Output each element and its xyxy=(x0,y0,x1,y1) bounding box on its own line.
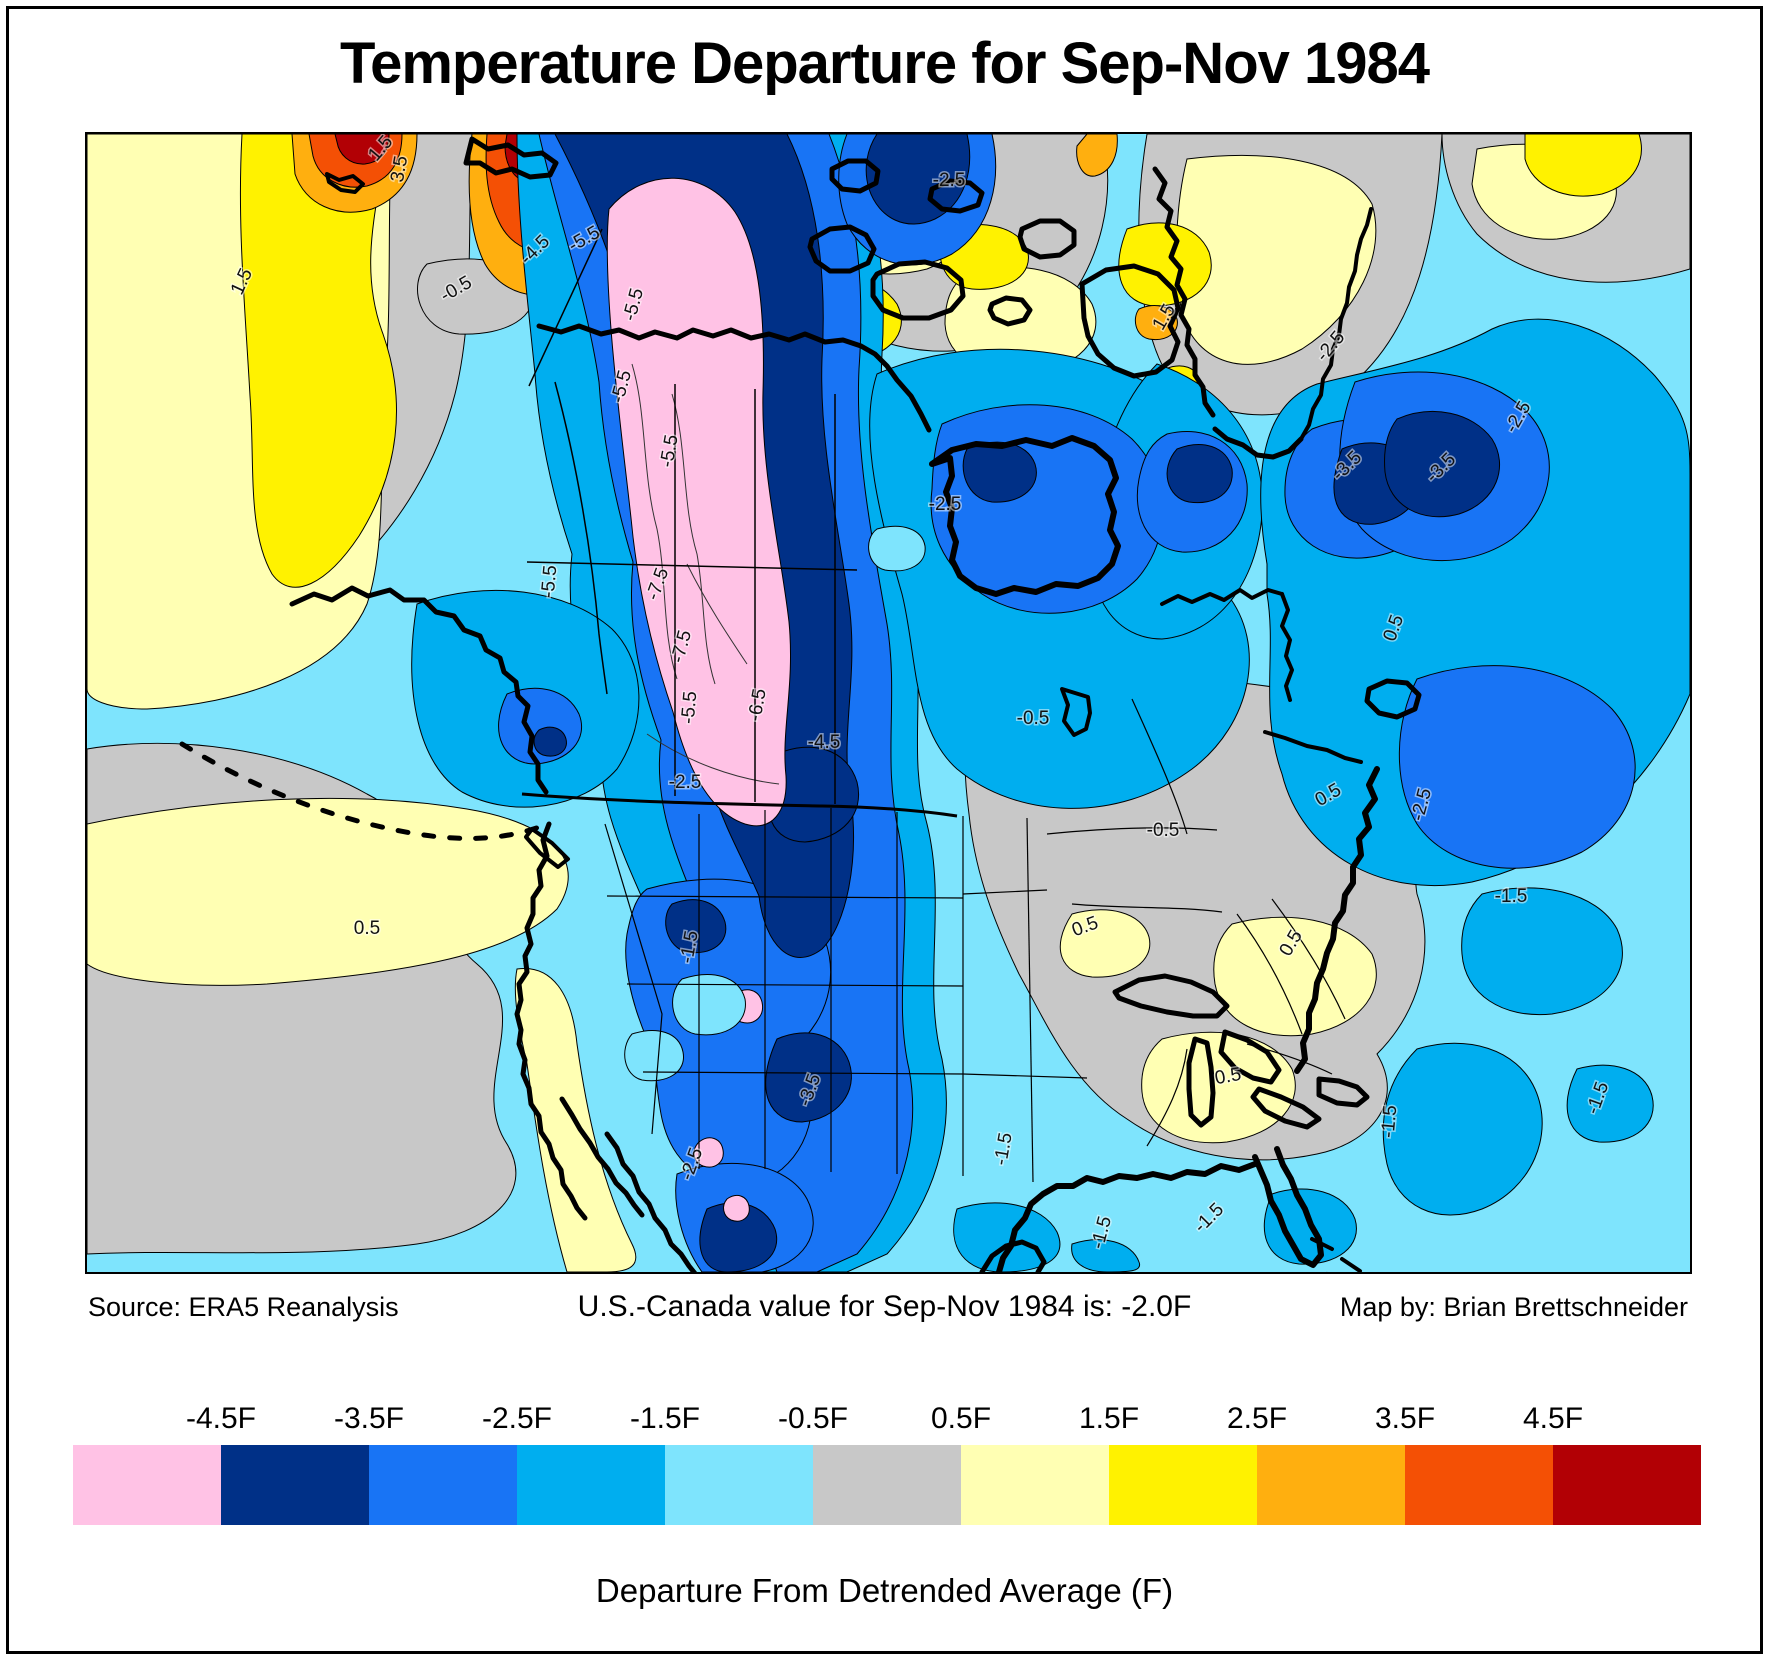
contour-label: -4.5 xyxy=(808,732,841,753)
colorbar-swatch xyxy=(369,1445,517,1525)
colorbar-swatch xyxy=(517,1445,665,1525)
contour-label: 0.5 xyxy=(1213,1064,1243,1089)
inner-contour-lines xyxy=(631,363,780,785)
colorbar-swatch xyxy=(665,1445,813,1525)
colorbar-tick-label: 3.5F xyxy=(1374,1402,1436,1435)
contour-label: 0.5 xyxy=(354,918,380,939)
colorbar-swatch xyxy=(1257,1445,1405,1525)
contour-label: -2.5 xyxy=(933,170,966,191)
value-text: U.S.-Canada value for Sep-Nov 1984 is: -… xyxy=(577,1290,1192,1323)
pink-regions xyxy=(606,177,791,1222)
credit-text: Map by: Brian Brettschneider xyxy=(1339,1292,1688,1322)
colorbar-swatch xyxy=(1109,1445,1257,1525)
colorbar xyxy=(73,1445,1701,1525)
contour-label: -5.5 xyxy=(678,690,702,724)
contour-label: -1.5 xyxy=(1378,1104,1402,1138)
lightcyan-patches xyxy=(624,525,926,1082)
colorbar-swatch xyxy=(813,1445,961,1525)
colorbar-swatch xyxy=(73,1445,221,1525)
colorbar-swatch xyxy=(221,1445,369,1525)
contour-label: -0.5 xyxy=(1147,820,1180,841)
borders xyxy=(521,228,1346,1183)
colorbar-tick-label: -1.5F xyxy=(629,1402,701,1435)
colorbar-tick-labels: -4.5F -3.5F -2.5F -1.5F -0.5F 0.5F 1.5F 2.5F 3.5… xyxy=(73,1402,1701,1442)
colorbar-tick-label: 1.5F xyxy=(1078,1402,1140,1435)
contour-label: -1.5 xyxy=(1087,1214,1116,1251)
colorbar-tick-label: 0.5F xyxy=(930,1402,992,1435)
colorbar-swatch xyxy=(961,1445,1109,1525)
colorbar-tick-label: 2.5F xyxy=(1226,1402,1288,1435)
contour-label: -1.5 xyxy=(676,929,702,965)
contour-label: -5.5 xyxy=(538,564,562,598)
colorbar-tick-label: 4.5F xyxy=(1522,1402,1584,1435)
contour-label: -0.5 xyxy=(1017,708,1050,729)
colorbar-caption: Departure From Detrended Average (F) xyxy=(595,1572,1174,1609)
colorbar-tick-label: -3.5F xyxy=(333,1402,405,1435)
colorbar-tick-label: -4.5F xyxy=(185,1402,257,1435)
anomaly-map: 1.53.51.5-2.5-0.5-4.5 -5.5-5.5-5.5-5.5-5.… xyxy=(87,134,1690,1272)
page-title: Temperature Departure for Sep-Nov 1984 xyxy=(339,31,1430,96)
colorbar-tick-label: -0.5F xyxy=(777,1402,849,1435)
outer-border xyxy=(6,6,1763,1654)
map-container: 1.5 3.5 1.5 -2.5 -0.5 -4.5 -5.5 -5.5 -5.5 -5.5 -5.… xyxy=(85,132,1692,1274)
contour-label: -2.5 xyxy=(929,494,962,515)
contour-label: -2.5 xyxy=(669,772,702,793)
colorbar-tick-label: -2.5F xyxy=(481,1402,553,1435)
coastlines xyxy=(179,136,1422,1272)
contour-label: -1.5 xyxy=(1495,886,1528,907)
source-text: Source: ERA5 Reanalysis xyxy=(88,1292,399,1322)
colorbar-swatch xyxy=(1553,1445,1701,1525)
colorbar-swatch xyxy=(1405,1445,1553,1525)
